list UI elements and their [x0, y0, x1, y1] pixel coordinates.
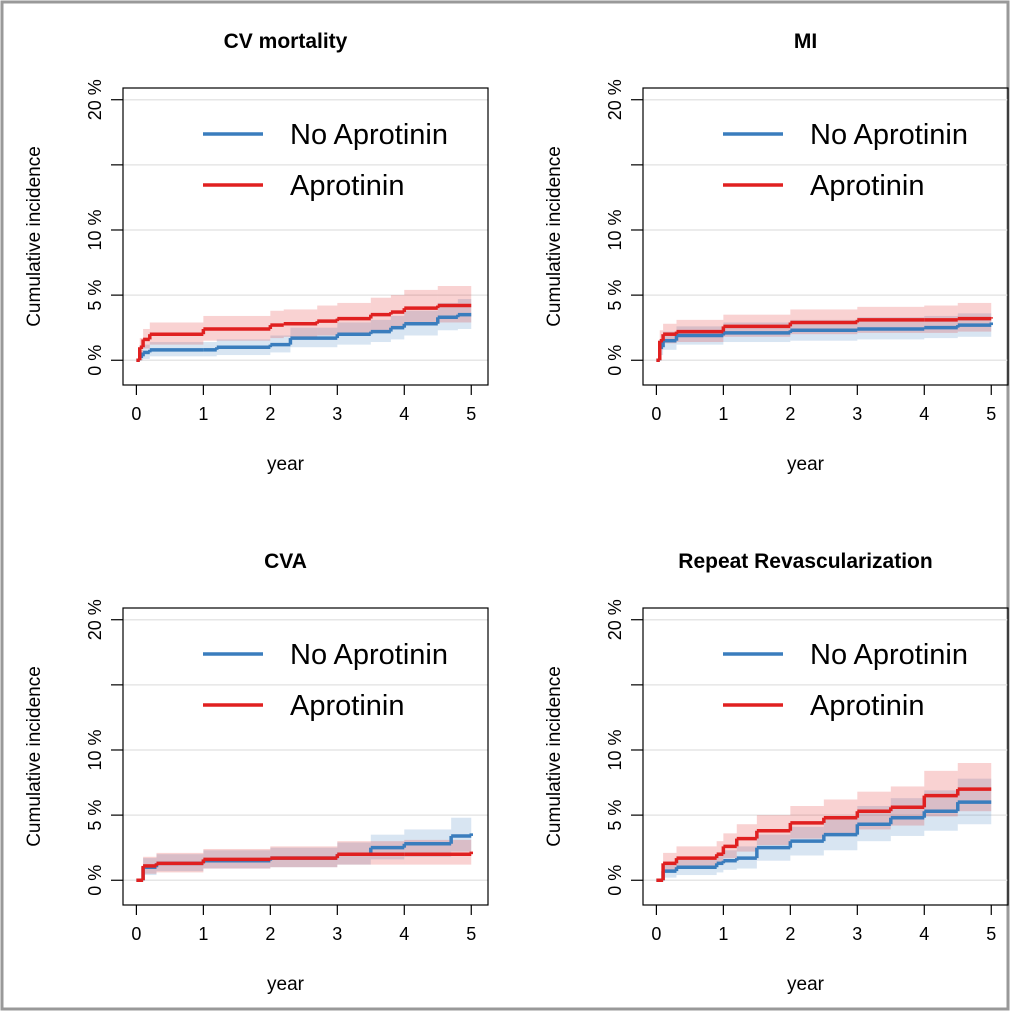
y-tick-label: 5 % [605, 800, 625, 831]
plot-box [642, 607, 1009, 906]
x-tick-label: 5 [986, 924, 996, 944]
y-tick-label: 0 % [85, 865, 105, 896]
x-tick-label: 2 [785, 924, 795, 944]
y-tick-label: 20 % [85, 599, 105, 640]
y-axis-label: Cumulative incidence [24, 666, 45, 847]
y-tick-label: 0 % [605, 345, 625, 376]
panel-title: Repeat Revascularization [678, 550, 932, 573]
x-tick-label: 5 [466, 924, 476, 944]
x-axis-label: year [267, 974, 305, 995]
y-axis-label: Cumulative incidence [544, 666, 565, 847]
x-tick-label: 4 [919, 924, 929, 944]
legend-label: No Aprotinin [810, 639, 968, 671]
y-tick-label: 10 % [605, 729, 625, 770]
x-tick-label: 3 [332, 404, 342, 424]
y-axis-label: Cumulative incidence [24, 146, 45, 327]
y-axis-label: Cumulative incidence [544, 146, 565, 327]
x-tick-label: 2 [265, 924, 275, 944]
x-tick-label: 4 [919, 404, 929, 424]
y-tick-label: 5 % [85, 800, 105, 831]
panel-title: MI [794, 30, 817, 53]
confidence-band [924, 770, 958, 817]
x-tick-label: 4 [399, 924, 409, 944]
panel-title: CVA [264, 550, 307, 573]
y-tick-label: 20 % [605, 599, 625, 640]
legend-label: No Aprotinin [810, 119, 968, 151]
y-tick-label: 10 % [85, 729, 105, 770]
x-tick-label: 0 [651, 924, 661, 944]
x-tick-label: 0 [131, 924, 141, 944]
x-tick-label: 1 [718, 404, 728, 424]
y-tick-label: 5 % [85, 280, 105, 311]
x-tick-label: 1 [198, 924, 208, 944]
x-tick-label: 4 [399, 404, 409, 424]
legend-label: Aprotinin [810, 170, 924, 202]
x-tick-label: 1 [718, 924, 728, 944]
x-tick-label: 0 [131, 404, 141, 424]
y-tick-label: 0 % [85, 345, 105, 376]
x-tick-label: 1 [198, 404, 208, 424]
x-tick-label: 2 [785, 404, 795, 424]
legend-label: Aprotinin [290, 690, 404, 722]
y-tick-label: 20 % [605, 79, 625, 120]
plot-box [642, 87, 1009, 386]
confidence-band [957, 763, 992, 812]
legend-label: No Aprotinin [290, 639, 448, 671]
x-axis-label: year [787, 454, 825, 475]
y-tick-label: 10 % [85, 209, 105, 250]
x-tick-label: 3 [332, 924, 342, 944]
x-tick-label: 5 [986, 404, 996, 424]
x-tick-label: 3 [852, 924, 862, 944]
x-axis-label: year [787, 974, 825, 995]
legend-label: No Aprotinin [290, 119, 448, 151]
x-tick-label: 3 [852, 404, 862, 424]
y-tick-label: 0 % [605, 865, 625, 896]
legend-label: Aprotinin [810, 690, 924, 722]
x-tick-label: 0 [651, 404, 661, 424]
y-tick-label: 5 % [605, 280, 625, 311]
x-axis-label: year [267, 454, 305, 475]
y-tick-label: 10 % [605, 209, 625, 250]
plot-box [122, 607, 489, 906]
x-tick-label: 2 [265, 404, 275, 424]
x-tick-label: 5 [466, 404, 476, 424]
legend-label: Aprotinin [290, 170, 404, 202]
panel-title: CV mortality [224, 30, 348, 53]
plot-box [122, 87, 489, 386]
y-tick-label: 20 % [85, 79, 105, 120]
